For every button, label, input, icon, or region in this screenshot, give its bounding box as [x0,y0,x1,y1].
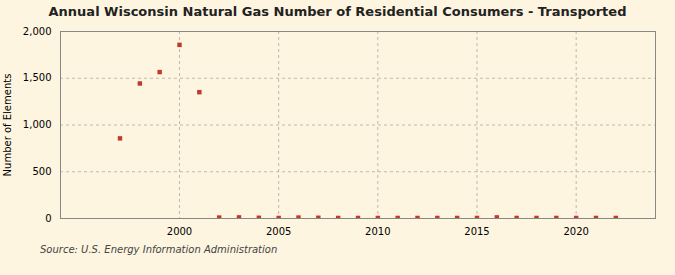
svg-text:500: 500 [32,166,51,177]
svg-text:1,000: 1,000 [23,119,52,130]
svg-text:Number of Elements: Number of Elements [2,74,13,177]
svg-text:2005: 2005 [266,226,291,237]
html-text:Annual Wisconsin Natural Gas N: Annual Wisconsin Natural Gas Number of R… [48,4,627,19]
svg-text:2,000: 2,000 [23,26,52,37]
svg-text:2015: 2015 [464,226,489,237]
html-text:Source: U.S. Energy Informatio: Source: U.S. Energy Information Administ… [40,244,278,255]
svg-text:2010: 2010 [365,226,390,237]
svg-text:2000: 2000 [167,226,192,237]
svg-text:1,500: 1,500 [23,72,52,83]
svg-text:2020: 2020 [563,226,588,237]
svg-text:0: 0 [45,213,51,224]
